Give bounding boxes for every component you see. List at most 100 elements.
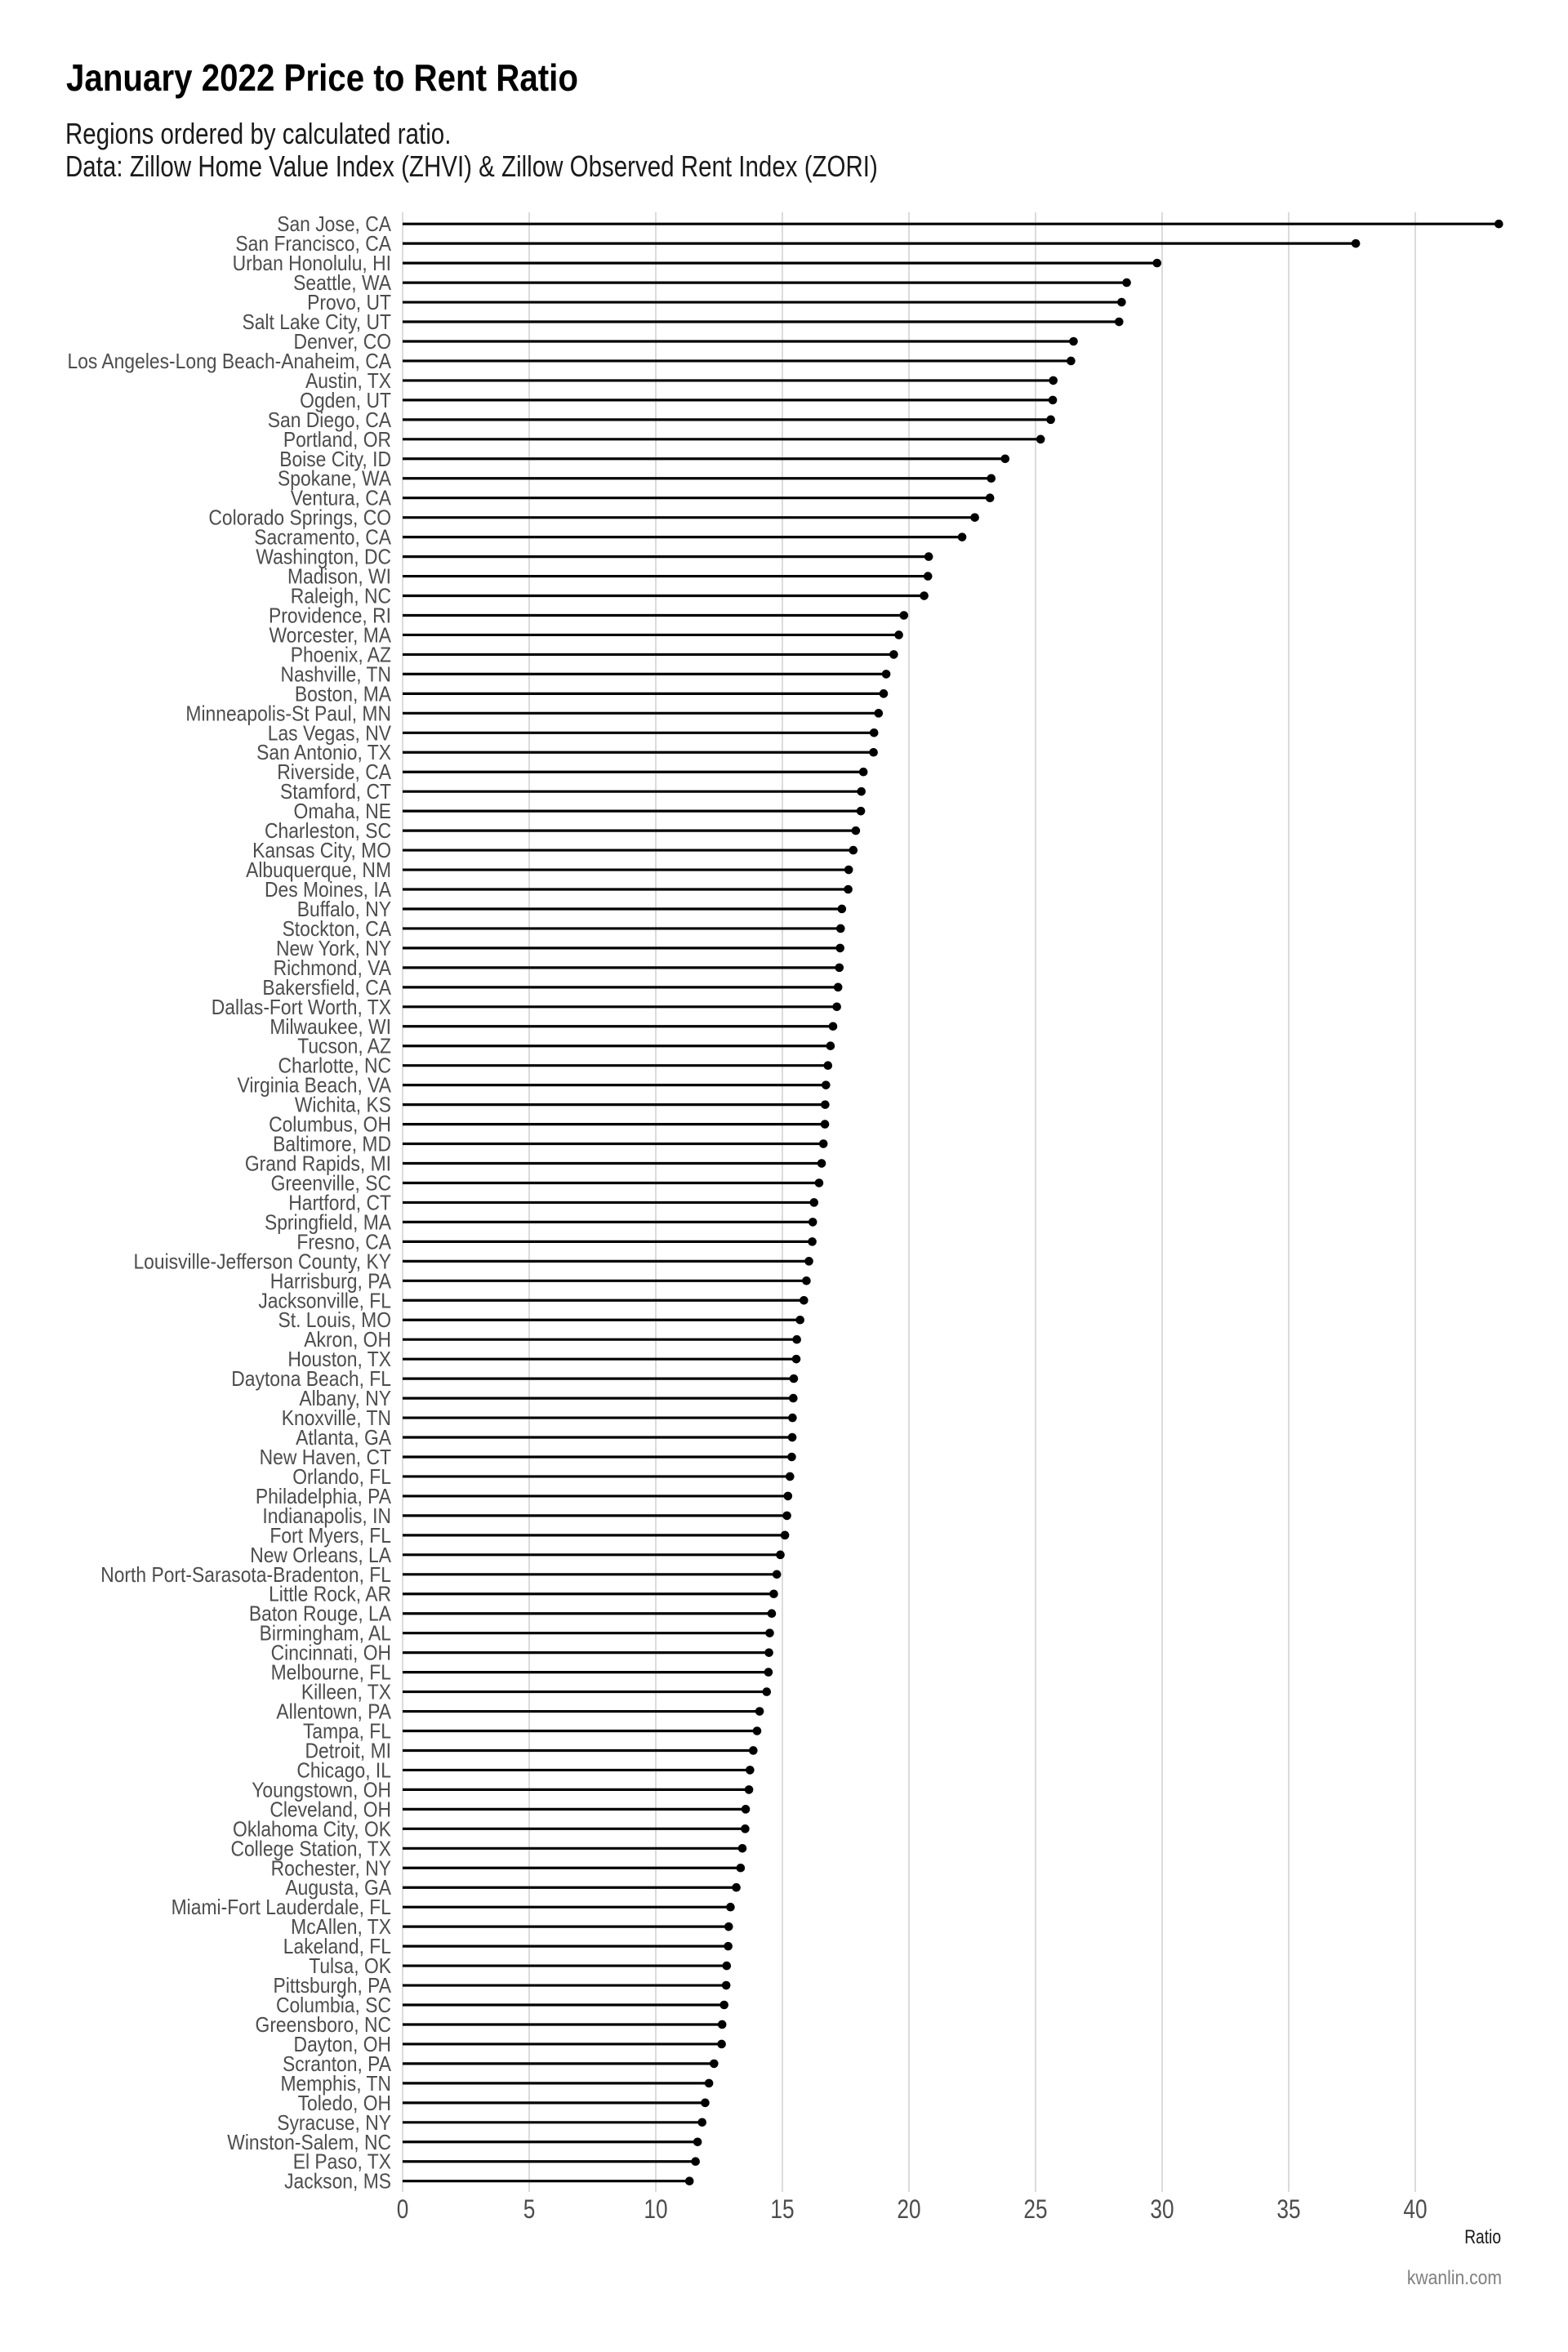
svg-text:Minneapolis-St Paul, MN: Minneapolis-St Paul, MN [185, 702, 391, 726]
svg-text:Akron, OH: Akron, OH [304, 1329, 391, 1352]
svg-text:Oklahoma City, OK: Oklahoma City, OK [233, 1818, 392, 1842]
svg-text:Tulsa, OK: Tulsa, OK [309, 1955, 391, 1979]
svg-text:San Francisco, CA: San Francisco, CA [235, 233, 391, 256]
svg-text:Jacksonville, FL: Jacksonville, FL [258, 1290, 391, 1313]
svg-text:Seattle, WA: Seattle, WA [293, 272, 391, 296]
svg-text:Greensboro, NC: Greensboro, NC [256, 2014, 391, 2038]
svg-text:North Port-Sarasota-Bradenton,: North Port-Sarasota-Bradenton, FL [100, 1563, 391, 1587]
svg-text:Denver, CO: Denver, CO [294, 331, 391, 354]
svg-text:Portland, OR: Portland, OR [283, 429, 391, 452]
svg-text:El Paso, TX: El Paso, TX [293, 2150, 391, 2174]
svg-text:40: 40 [1403, 2196, 1427, 2225]
svg-text:Daytona Beach, FL: Daytona Beach, FL [231, 1368, 391, 1392]
svg-text:Madison, WI: Madison, WI [287, 565, 391, 589]
svg-text:kwanlin.com: kwanlin.com [1407, 2267, 1502, 2289]
svg-text:Boise City, ID: Boise City, ID [279, 448, 391, 471]
svg-text:Urban Honolulu, HI: Urban Honolulu, HI [233, 252, 391, 276]
svg-text:Raleigh, NC: Raleigh, NC [291, 585, 391, 608]
svg-text:Stockton, CA: Stockton, CA [283, 918, 392, 942]
svg-text:25: 25 [1023, 2196, 1047, 2225]
svg-text:Lakeland, FL: Lakeland, FL [283, 1936, 391, 1959]
svg-text:Melbourne, FL: Melbourne, FL [271, 1661, 391, 1685]
svg-text:Baton Rouge, LA: Baton Rouge, LA [249, 1602, 392, 1626]
svg-text:Los Angeles-Long Beach-Anaheim: Los Angeles-Long Beach-Anaheim, CA [67, 350, 391, 374]
svg-text:Sacramento, CA: Sacramento, CA [254, 526, 391, 550]
svg-text:Albany, NY: Albany, NY [299, 1388, 391, 1411]
svg-text:Fresno, CA: Fresno, CA [296, 1231, 391, 1254]
svg-text:New Orleans, LA: New Orleans, LA [250, 1544, 391, 1568]
svg-text:Harrisburg, PA: Harrisburg, PA [270, 1270, 392, 1294]
svg-text:Knoxville, TN: Knoxville, TN [282, 1407, 391, 1431]
svg-text:Orlando, FL: Orlando, FL [292, 1466, 391, 1490]
svg-text:Stamford, CT: Stamford, CT [280, 781, 391, 804]
svg-text:Scranton, PA: Scranton, PA [283, 2053, 392, 2077]
svg-text:Jackson, MS: Jackson, MS [284, 2170, 391, 2194]
svg-text:San Jose, CA: San Jose, CA [277, 213, 391, 237]
svg-text:Miami-Fort Lauderdale, FL: Miami-Fort Lauderdale, FL [172, 1896, 391, 1920]
svg-text:Columbus, OH: Columbus, OH [269, 1113, 391, 1137]
svg-text:15: 15 [770, 2196, 794, 2225]
svg-text:St. Louis, MO: St. Louis, MO [278, 1309, 391, 1333]
svg-text:Las Vegas, NV: Las Vegas, NV [268, 722, 392, 746]
svg-text:Fort Myers, FL: Fort Myers, FL [270, 1525, 391, 1548]
svg-text:Dallas-Fort Worth, TX: Dallas-Fort Worth, TX [212, 996, 391, 1020]
svg-text:Charleston, SC: Charleston, SC [265, 820, 391, 844]
svg-text:Augusta, GA: Augusta, GA [285, 1877, 391, 1900]
svg-text:10: 10 [644, 2196, 667, 2225]
svg-text:Riverside, CA: Riverside, CA [277, 761, 391, 785]
svg-text:Washington, DC: Washington, DC [256, 546, 391, 569]
svg-text:Syracuse, NY: Syracuse, NY [277, 2112, 391, 2136]
svg-text:Charlotte, NC: Charlotte, NC [278, 1054, 391, 1078]
svg-text:Springfield, MA: Springfield, MA [265, 1211, 392, 1235]
svg-text:College Station, TX: College Station, TX [230, 1838, 391, 1861]
svg-text:Omaha, NE: Omaha, NE [294, 800, 391, 824]
svg-text:Houston, TX: Houston, TX [287, 1348, 391, 1372]
svg-text:Hartford, CT: Hartford, CT [288, 1192, 391, 1215]
svg-text:0: 0 [397, 2196, 409, 2225]
svg-text:Chicago, IL: Chicago, IL [296, 1759, 391, 1783]
svg-text:Toledo, OH: Toledo, OH [298, 2092, 391, 2116]
svg-text:20: 20 [897, 2196, 920, 2225]
svg-text:Salt Lake City, UT: Salt Lake City, UT [242, 311, 391, 335]
svg-text:Atlanta, GA: Atlanta, GA [296, 1427, 392, 1450]
svg-text:Richmond, VA: Richmond, VA [274, 957, 392, 981]
svg-text:Killeen, TX: Killeen, TX [301, 1681, 391, 1704]
svg-text:Grand Rapids, MI: Grand Rapids, MI [245, 1152, 391, 1176]
svg-text:Des Moines, IA: Des Moines, IA [265, 879, 392, 902]
svg-text:30: 30 [1150, 2196, 1174, 2225]
svg-text:Data: Zillow Home Value Index: Data: Zillow Home Value Index (ZHVI) & Z… [65, 149, 878, 182]
svg-text:35: 35 [1276, 2196, 1300, 2225]
svg-text:Birmingham, AL: Birmingham, AL [260, 1622, 391, 1646]
svg-text:Memphis, TN: Memphis, TN [280, 2073, 391, 2096]
svg-text:Pittsburgh, PA: Pittsburgh, PA [274, 1975, 392, 1998]
svg-text:San Antonio, TX: San Antonio, TX [256, 742, 391, 765]
svg-text:January 2022 Price to Rent Rat: January 2022 Price to Rent Ratio [66, 58, 578, 100]
svg-text:Dayton, OH: Dayton, OH [294, 2034, 391, 2057]
svg-text:Provo, UT: Provo, UT [307, 292, 391, 315]
svg-text:Baltimore, MD: Baltimore, MD [273, 1133, 391, 1156]
svg-text:Wichita, KS: Wichita, KS [295, 1094, 391, 1117]
svg-text:Allentown, PA: Allentown, PA [276, 1700, 391, 1724]
svg-text:Nashville, TN: Nashville, TN [280, 663, 391, 687]
svg-text:Worcester, MA: Worcester, MA [270, 624, 392, 648]
svg-text:Austin, TX: Austin, TX [305, 370, 391, 394]
svg-text:Rochester, NY: Rochester, NY [271, 1857, 391, 1881]
svg-text:Tucson, AZ: Tucson, AZ [297, 1035, 391, 1058]
svg-text:McAllen, TX: McAllen, TX [291, 1916, 391, 1940]
svg-text:Virginia Beach, VA: Virginia Beach, VA [237, 1074, 391, 1098]
svg-text:Indianapolis, IN: Indianapolis, IN [262, 1505, 391, 1529]
svg-text:Milwaukee, WI: Milwaukee, WI [270, 1015, 391, 1039]
svg-text:Ratio: Ratio [1464, 2225, 1501, 2248]
svg-text:Providence, RI: Providence, RI [269, 604, 391, 628]
svg-text:Youngstown, OH: Youngstown, OH [252, 1779, 391, 1802]
svg-text:5: 5 [523, 2196, 536, 2225]
svg-text:Buffalo, NY: Buffalo, NY [297, 898, 391, 922]
svg-text:Winston-Salem, NC: Winston-Salem, NC [227, 2131, 391, 2154]
svg-text:Cleveland, OH: Cleveland, OH [270, 1798, 391, 1822]
svg-text:Ogden, UT: Ogden, UT [300, 390, 391, 413]
svg-text:Detroit, MI: Detroit, MI [305, 1740, 391, 1763]
svg-text:Regions ordered by calculated: Regions ordered by calculated ratio. [65, 117, 451, 149]
svg-text:New Haven, CT: New Haven, CT [260, 1446, 391, 1470]
svg-text:Tampa, FL: Tampa, FL [303, 1720, 391, 1744]
svg-text:Colorado Springs, CO: Colorado Springs, CO [208, 506, 391, 530]
